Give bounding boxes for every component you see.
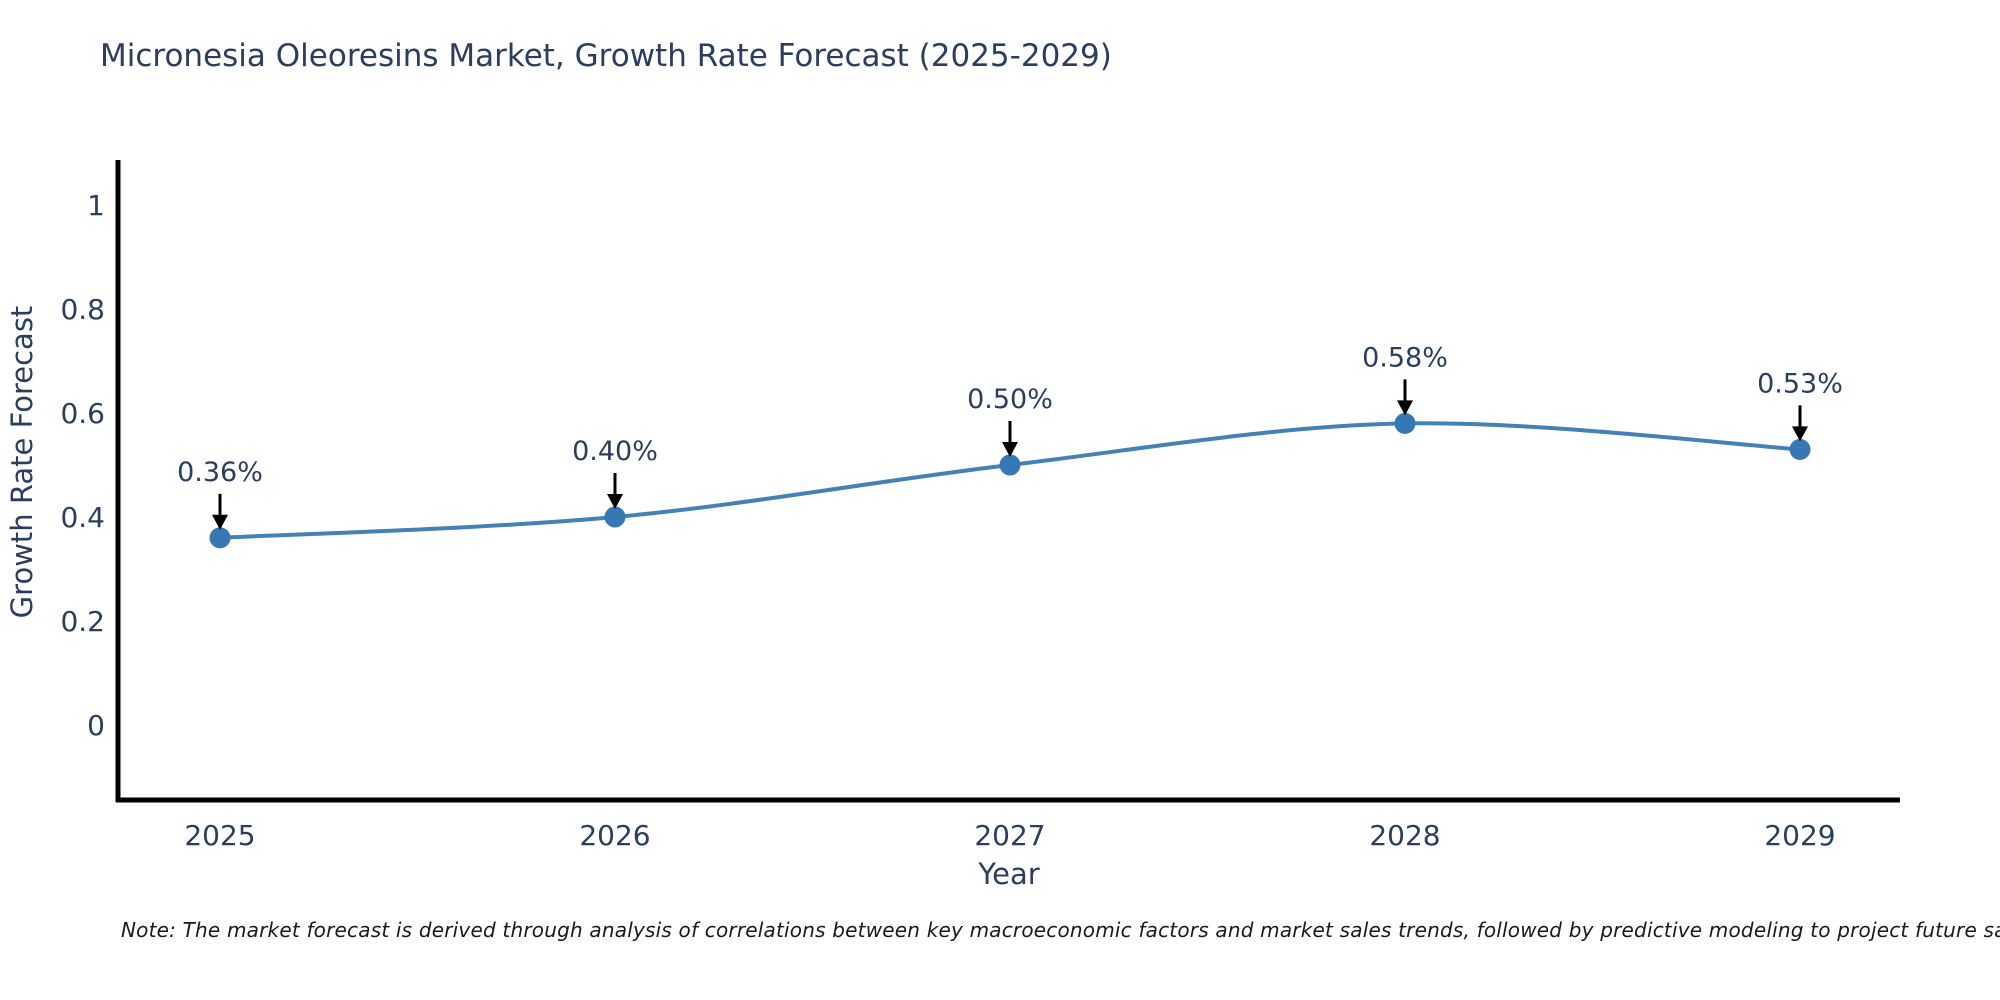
- x-tick-label: 2027: [974, 819, 1045, 852]
- y-tick-label: 0.4: [60, 501, 105, 534]
- x-tick-label: 2029: [1764, 819, 1835, 852]
- x-tick-label: 2026: [579, 819, 650, 852]
- y-tick-label: 1: [87, 189, 105, 222]
- y-tick-label: 0.2: [60, 605, 105, 638]
- data-point-marker: [999, 454, 1021, 476]
- x-axis-title: Year: [977, 857, 1039, 891]
- data-point-marker: [209, 527, 231, 549]
- y-tick-label: 0.8: [60, 293, 105, 326]
- data-point-marker: [1394, 412, 1416, 434]
- annotation-arrowhead: [1002, 442, 1018, 457]
- y-axis-title: Growth Rate Forecast: [5, 306, 39, 619]
- y-tick-label: 0: [87, 709, 105, 742]
- data-point-label: 0.40%: [572, 436, 658, 467]
- data-point-label: 0.36%: [177, 457, 263, 488]
- data-point-marker: [604, 506, 626, 528]
- data-point-label: 0.53%: [1757, 368, 1843, 399]
- annotation-arrowhead: [607, 494, 623, 509]
- chart-footnote: Note: The market forecast is derived thr…: [121, 918, 2000, 942]
- data-point-label: 0.58%: [1362, 342, 1448, 373]
- data-point-label: 0.50%: [967, 384, 1053, 415]
- annotation-arrowhead: [1792, 426, 1808, 442]
- x-tick-label: 2028: [1369, 819, 1440, 852]
- chart-title: Micronesia Oleoresins Market, Growth Rat…: [100, 38, 1112, 74]
- annotation-arrowhead: [212, 514, 228, 530]
- x-tick-label: 2025: [184, 819, 255, 852]
- annotation-arrowhead: [1397, 400, 1413, 416]
- data-point-marker: [1789, 438, 1811, 460]
- y-tick-label: 0.6: [60, 397, 105, 430]
